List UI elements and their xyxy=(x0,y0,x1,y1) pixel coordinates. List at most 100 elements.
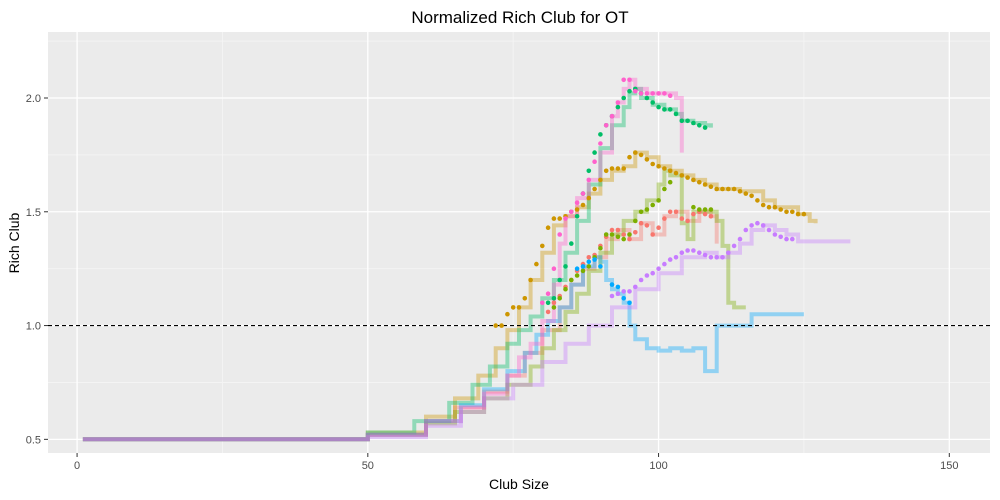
data-point xyxy=(609,166,615,171)
data-point xyxy=(615,227,621,233)
data-point xyxy=(586,264,592,269)
data-point xyxy=(557,232,562,237)
data-point xyxy=(615,291,621,297)
data-point xyxy=(662,166,667,171)
data-point xyxy=(580,202,586,208)
data-point xyxy=(795,211,801,217)
data-point xyxy=(534,261,539,267)
data-point xyxy=(737,189,743,194)
data-point xyxy=(633,284,638,290)
data-point xyxy=(551,216,557,221)
data-point xyxy=(627,300,632,306)
data-point xyxy=(650,232,655,237)
data-point xyxy=(790,236,795,242)
data-point xyxy=(772,204,778,210)
data-point xyxy=(638,277,644,283)
data-point xyxy=(598,245,603,251)
data-point xyxy=(522,296,528,301)
data-point xyxy=(731,243,737,249)
data-point xyxy=(516,305,522,310)
data-point xyxy=(662,107,667,112)
data-point xyxy=(499,323,504,328)
data-point xyxy=(714,254,719,260)
data-point xyxy=(650,161,655,167)
data-point xyxy=(691,204,696,210)
data-point xyxy=(662,216,667,221)
data-point xyxy=(691,177,696,183)
data-point xyxy=(563,286,568,292)
data-point xyxy=(673,111,679,117)
data-point xyxy=(778,234,783,240)
data-point xyxy=(615,166,621,171)
data-point xyxy=(621,95,626,101)
data-point xyxy=(609,282,615,287)
data-point xyxy=(540,243,545,249)
data-point xyxy=(708,254,714,260)
data-point xyxy=(691,120,696,126)
y-tick-label: 1.0 xyxy=(26,321,41,333)
data-point xyxy=(551,305,557,310)
data-point xyxy=(679,118,685,124)
x-axis-label: Club Size xyxy=(489,476,549,492)
data-point xyxy=(598,132,603,137)
data-point xyxy=(510,305,516,310)
y-tick-label: 0.5 xyxy=(26,434,41,446)
data-point xyxy=(662,91,667,96)
data-point xyxy=(633,230,638,235)
data-point xyxy=(702,182,708,187)
data-point xyxy=(638,91,644,96)
data-point xyxy=(627,232,632,237)
data-point xyxy=(667,209,673,215)
data-point xyxy=(557,277,562,283)
series-line xyxy=(82,86,713,442)
data-point xyxy=(679,173,685,178)
data-point xyxy=(563,264,568,269)
data-point xyxy=(627,88,632,94)
data-point xyxy=(621,236,626,242)
data-point xyxy=(766,204,772,210)
data-point xyxy=(644,223,650,228)
data-point xyxy=(662,261,667,267)
y-axis-ticks: 0.5 1.0 1.5 2.0 xyxy=(26,93,48,446)
series-line xyxy=(82,168,746,442)
data-point xyxy=(615,284,621,290)
data-point xyxy=(557,216,562,221)
data-point xyxy=(633,88,638,94)
data-point xyxy=(650,270,655,276)
major-gridlines xyxy=(48,32,990,453)
data-point xyxy=(766,227,772,233)
data-point xyxy=(574,214,580,219)
data-point xyxy=(749,193,754,199)
data-point xyxy=(708,207,714,212)
data-point xyxy=(644,207,650,212)
data-point xyxy=(673,254,679,260)
data-point xyxy=(580,268,586,274)
data-point xyxy=(621,77,626,83)
data-point xyxy=(638,220,644,226)
x-tick-label: 150 xyxy=(940,460,958,472)
data-point xyxy=(702,252,708,258)
y-tick-label: 2.0 xyxy=(26,93,41,105)
data-point xyxy=(691,211,696,217)
data-point xyxy=(505,311,510,317)
data-point xyxy=(720,186,725,192)
data-point xyxy=(580,264,586,269)
data-point xyxy=(679,216,685,221)
data-point xyxy=(627,236,632,242)
data-point xyxy=(708,214,714,219)
x-tick-label: 0 xyxy=(74,460,80,472)
data-point xyxy=(545,291,551,297)
series-line xyxy=(82,255,804,442)
data-point xyxy=(615,100,621,105)
data-point xyxy=(638,209,644,215)
data-point xyxy=(737,236,743,242)
data-point xyxy=(743,191,749,196)
data-point xyxy=(598,141,603,146)
data-point xyxy=(540,300,545,306)
data-point xyxy=(697,250,702,255)
data-point xyxy=(592,257,597,262)
data-point xyxy=(586,259,592,265)
data-point xyxy=(574,207,580,212)
data-point xyxy=(586,195,592,201)
data-point xyxy=(569,241,574,246)
